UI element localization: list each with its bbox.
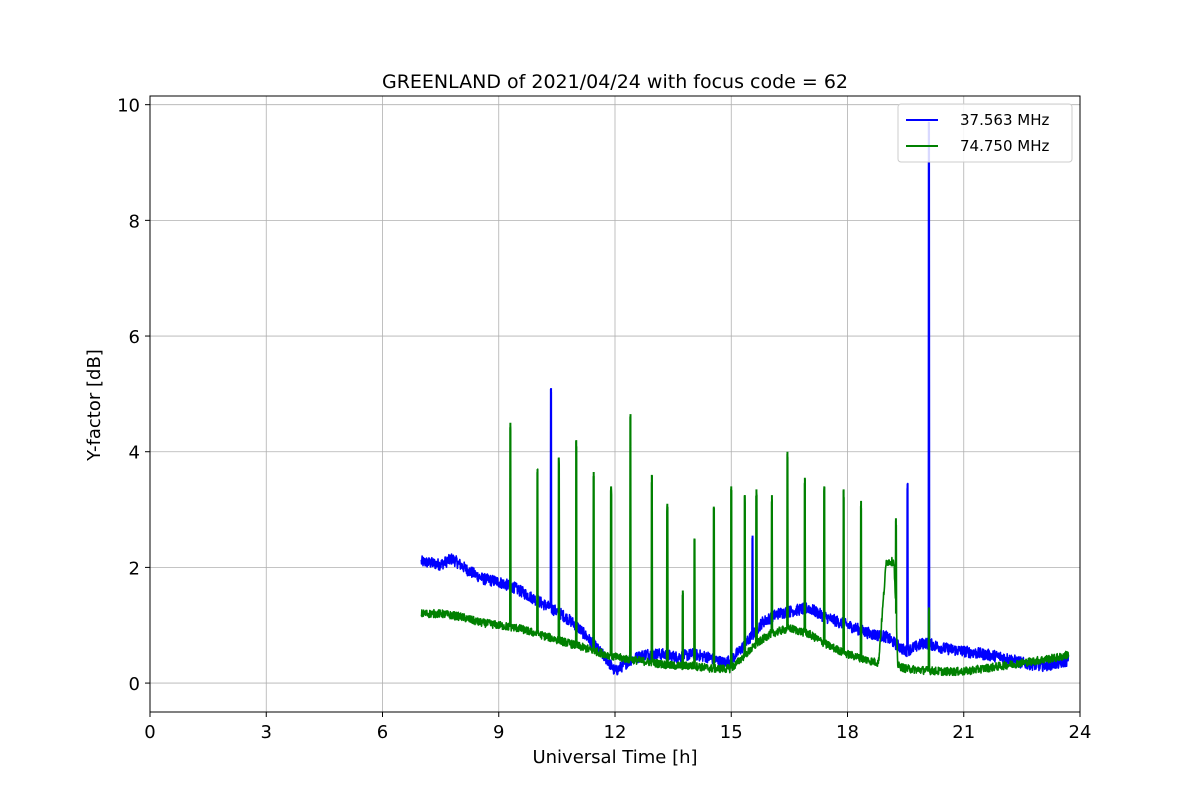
x-tick-label: 21: [952, 722, 975, 743]
x-tick-label: 0: [144, 722, 155, 743]
y-tick-label: 4: [129, 443, 140, 464]
y-tick-label: 10: [117, 96, 140, 117]
x-tick-label: 12: [604, 722, 627, 743]
plot-area: [420, 121, 1070, 677]
x-axis-label: Universal Time [h]: [532, 747, 697, 768]
x-tick-label: 9: [493, 722, 504, 743]
legend-box: [897, 103, 1073, 163]
y-tick-label: 8: [129, 211, 140, 232]
legend-label: 37.563 MHz: [960, 111, 1049, 129]
x-tick-label: 6: [377, 722, 388, 743]
legend-label: 74.750 MHz: [960, 137, 1049, 155]
y-tick-label: 6: [129, 327, 140, 348]
y-tick-label: 0: [129, 674, 140, 695]
x-tick-label: 18: [836, 722, 859, 743]
x-tick-label: 24: [1069, 722, 1092, 743]
y-tick-label: 2: [129, 558, 140, 579]
y-axis-label: Y-factor [dB]: [84, 349, 105, 462]
x-tick-label: 15: [720, 722, 743, 743]
chart-title: GREENLAND of 2021/04/24 with focus code …: [382, 71, 848, 93]
x-tick-label: 3: [261, 722, 272, 743]
legend: 37.563 MHz 74.750 MHz: [897, 103, 1073, 163]
series-1-line: [420, 414, 1070, 677]
